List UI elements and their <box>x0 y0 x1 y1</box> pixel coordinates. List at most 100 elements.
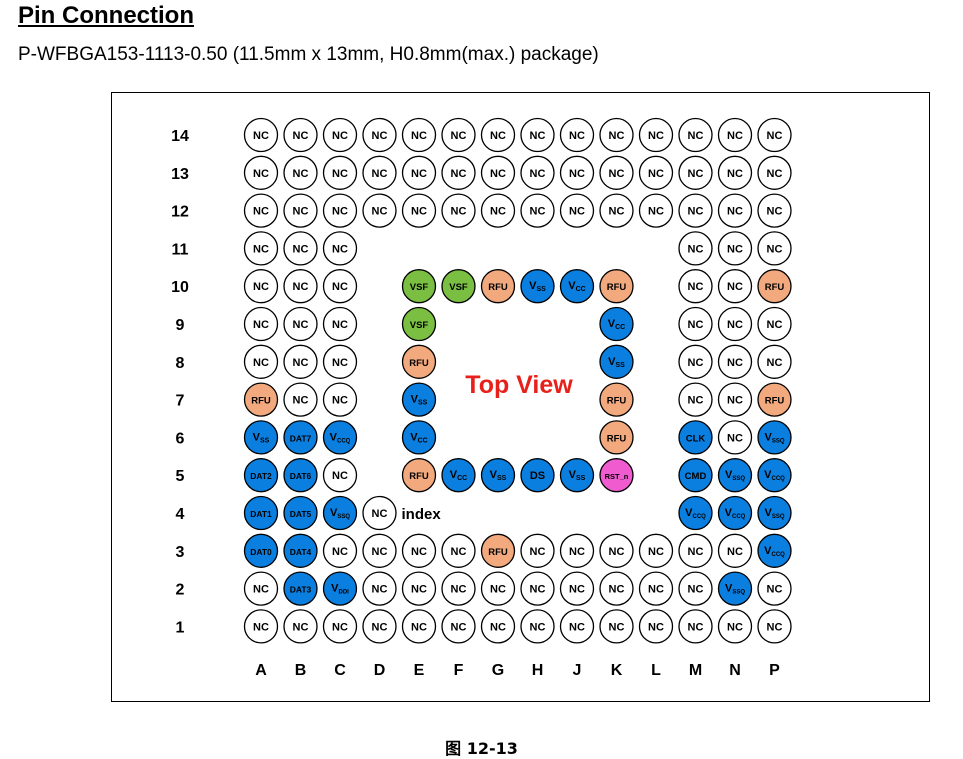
pin-L14: NC <box>638 117 674 153</box>
pin-J5: VSS <box>559 458 595 493</box>
pinout-frame <box>111 92 930 702</box>
pin-K6: RFU <box>599 420 634 455</box>
svg-text:NC: NC <box>530 130 546 142</box>
pin-D14: NC <box>362 117 397 153</box>
pin-P8: NC <box>757 344 792 379</box>
svg-text:DAT5: DAT5 <box>290 509 312 519</box>
pin-H10: VSS <box>520 269 555 304</box>
pin-N14: NC <box>717 117 753 153</box>
pin-C14: NC <box>322 117 358 153</box>
svg-text:VCCQ: VCCQ <box>764 545 785 558</box>
pin-B3: DAT4 <box>283 533 318 568</box>
pin-P10: RFU <box>757 269 792 304</box>
svg-text:NC: NC <box>688 395 704 407</box>
pin-F14: NC <box>441 117 476 153</box>
svg-text:VCC: VCC <box>608 318 625 331</box>
pin-P13: NC <box>757 155 792 190</box>
pin-J2: NC <box>559 571 595 606</box>
pin-B12: NC <box>283 193 318 228</box>
pin-C7: NC <box>322 382 358 417</box>
row-label: 6 <box>176 430 185 447</box>
pin-N11: NC <box>717 231 753 266</box>
svg-text:NC: NC <box>293 621 309 633</box>
pin-K2: NC <box>599 571 634 606</box>
pin-P7: RFU <box>757 382 792 417</box>
pin-C1: NC <box>322 609 358 644</box>
pin-C2: VDDI <box>322 571 358 606</box>
pin-A12: NC <box>243 193 279 228</box>
pin-F2: NC <box>441 571 476 606</box>
page-title: Pin Connection <box>18 2 194 29</box>
svg-text:NC: NC <box>253 168 269 180</box>
svg-text:NC: NC <box>569 168 585 180</box>
pin-C13: NC <box>322 155 358 190</box>
pin-P3: VCCQ <box>757 533 792 568</box>
pin-B1: NC <box>283 609 318 644</box>
svg-text:NC: NC <box>253 319 269 331</box>
svg-text:NC: NC <box>293 357 309 369</box>
top-view-label: Top View <box>465 371 573 399</box>
svg-text:VDDI: VDDI <box>331 583 349 596</box>
svg-text:VCCQ: VCCQ <box>330 431 351 444</box>
pin-B9: NC <box>283 306 318 342</box>
svg-text:NC: NC <box>451 584 467 596</box>
pin-N5: VSSQ <box>717 458 753 493</box>
index-label: index <box>402 506 442 523</box>
svg-text:DAT1: DAT1 <box>250 509 272 519</box>
svg-text:NC: NC <box>451 546 467 558</box>
pin-E7: VSS <box>401 382 437 417</box>
pin-D13: NC <box>362 155 397 190</box>
svg-text:NC: NC <box>569 130 585 142</box>
row-label: 3 <box>176 544 185 561</box>
pin-L12: NC <box>638 193 674 228</box>
pin-E14: NC <box>401 117 437 153</box>
svg-text:NC: NC <box>727 546 743 558</box>
svg-text:RFU: RFU <box>607 433 627 444</box>
svg-text:DAT6: DAT6 <box>290 471 312 481</box>
pin-F5: VCC <box>441 458 476 493</box>
pin-A3: DAT0 <box>243 533 279 568</box>
svg-text:NC: NC <box>372 130 388 142</box>
svg-text:DAT4: DAT4 <box>290 547 312 557</box>
svg-text:NC: NC <box>490 621 506 633</box>
pin-E6: VCC <box>401 420 437 455</box>
svg-text:VSF: VSF <box>410 320 429 331</box>
svg-text:NC: NC <box>451 206 467 218</box>
pin-F10: VSF <box>441 269 476 304</box>
svg-text:NC: NC <box>767 621 783 633</box>
pin-C8: NC <box>322 344 358 379</box>
pin-K3: NC <box>599 533 634 568</box>
package-description: P-WFBGA153-1113-0.50 (11.5mm x 13mm, H0.… <box>18 44 599 65</box>
pin-G10: RFU <box>480 269 516 304</box>
pin-A1: NC <box>243 609 279 644</box>
row-label: 2 <box>176 582 185 599</box>
pin-P1: NC <box>757 609 792 644</box>
column-label: A <box>255 662 267 679</box>
svg-text:NC: NC <box>332 319 348 331</box>
svg-text:VSF: VSF <box>449 282 468 293</box>
pin-L13: NC <box>638 155 674 190</box>
pin-L3: NC <box>638 533 674 568</box>
pin-N6: NC <box>717 420 753 455</box>
svg-text:NC: NC <box>767 357 783 369</box>
pin-M6: CLK <box>678 420 713 455</box>
pin-J13: NC <box>559 155 595 190</box>
svg-text:NC: NC <box>688 357 704 369</box>
pin-A13: NC <box>243 155 279 190</box>
pin-M8: NC <box>678 344 713 379</box>
pin-B7: NC <box>283 382 318 417</box>
pin-E1: NC <box>401 609 437 644</box>
svg-text:VCC: VCC <box>410 431 427 444</box>
pin-A9: NC <box>243 306 279 342</box>
svg-text:NC: NC <box>688 281 704 293</box>
svg-text:NC: NC <box>688 168 704 180</box>
pin-P9: NC <box>757 306 792 342</box>
pin-M10: NC <box>678 269 713 304</box>
svg-text:NC: NC <box>569 206 585 218</box>
pin-J10: VCC <box>559 269 595 304</box>
svg-text:NC: NC <box>411 130 427 142</box>
svg-text:DS: DS <box>530 470 545 482</box>
pin-H1: NC <box>520 609 555 644</box>
svg-text:NC: NC <box>727 206 743 218</box>
